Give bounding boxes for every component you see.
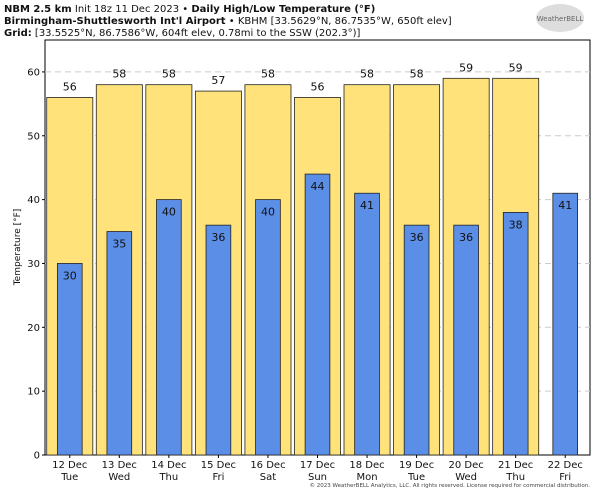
x-tick-weekday: Thu	[158, 472, 178, 483]
low-label: 41	[360, 199, 374, 212]
x-tick-weekday: Tue	[60, 472, 78, 483]
high-label: 58	[162, 68, 176, 81]
y-tick-label: 60	[27, 67, 40, 78]
low-bar	[502, 211, 529, 456]
high-label: 56	[63, 80, 77, 93]
low-label: 40	[261, 206, 275, 219]
x-tick-weekday: Mon	[356, 472, 377, 483]
high-label: 56	[311, 80, 325, 93]
y-tick-label: 40	[27, 195, 40, 206]
x-tick-weekday: Sat	[260, 472, 276, 483]
high-label: 58	[112, 68, 126, 81]
low-bar	[56, 263, 83, 456]
x-tick-label: 14 Dec	[151, 460, 186, 471]
y-tick-label: 0	[34, 451, 40, 462]
low-label: 35	[112, 238, 126, 251]
high-label: 58	[360, 68, 374, 81]
x-tick-label: 16 Dec	[250, 460, 285, 471]
low-label: 30	[63, 269, 77, 282]
low-label: 36	[410, 231, 424, 244]
footer: © 2023 WeatherBELL Analytics, LLC. All r…	[310, 482, 591, 489]
x-tick-weekday: Wed	[455, 472, 477, 483]
low-bar	[156, 199, 182, 456]
init: Init 18z 11 Dec 2023 •	[75, 4, 188, 15]
station: Birmingham-Shuttlesworth Int'l Airport	[4, 16, 226, 27]
x-tick-weekday: Thu	[505, 472, 525, 483]
header-line-3: Grid: [33.5525°N, 86.7586°W, 604ft elev,…	[4, 28, 360, 39]
high-label: 59	[509, 61, 523, 74]
y-tick-label: 10	[27, 387, 40, 398]
header-line-2: Birmingham-Shuttlesworth Int'l Airport •…	[4, 16, 452, 27]
low-bar	[453, 224, 479, 456]
grid-label: Grid:	[4, 28, 32, 39]
low-label: 38	[509, 218, 523, 231]
low-bar	[205, 224, 232, 456]
header-line-1: NBM 2.5 km Init 18z 11 Dec 2023 • Daily …	[4, 4, 375, 15]
low-bar	[552, 192, 579, 456]
logo: WeatherBELL	[537, 15, 584, 23]
x-tick-weekday: Sun	[308, 472, 327, 483]
x-tick-label: 22 Dec	[548, 460, 583, 471]
low-label: 40	[162, 206, 176, 219]
low-bar	[304, 173, 331, 456]
x-tick-weekday: Tue	[407, 472, 425, 483]
x-tick-label: 20 Dec	[449, 460, 484, 471]
low-bar	[403, 224, 430, 456]
high-label: 58	[410, 68, 424, 81]
low-bar	[106, 231, 133, 456]
logo-badge	[536, 4, 584, 32]
x-tick-label: 19 Dec	[399, 460, 434, 471]
low-bar	[354, 192, 380, 456]
high-label: 59	[459, 61, 473, 74]
chart-title: Daily High/Low Temperature (°F)	[191, 4, 375, 15]
x-tick-label: 18 Dec	[349, 460, 384, 471]
y-axis-label: Temperature [°F]	[13, 209, 23, 287]
low-bar	[255, 199, 281, 456]
low-label: 41	[558, 199, 572, 212]
low-label: 44	[311, 180, 325, 193]
station-info: • KBHM [33.5629°N, 86.7535°W, 650ft elev…	[229, 16, 452, 27]
y-tick-label: 50	[27, 131, 40, 142]
low-label: 36	[459, 231, 473, 244]
x-tick-weekday: Wed	[108, 472, 130, 483]
low-label: 36	[211, 231, 225, 244]
x-tick-weekday: Fri	[559, 472, 571, 483]
x-tick-weekday: Fri	[212, 472, 224, 483]
y-tick-label: 30	[27, 259, 40, 270]
x-tick-label: 21 Dec	[498, 460, 533, 471]
x-tick-label: 17 Dec	[300, 460, 335, 471]
high-label: 57	[211, 74, 225, 87]
model: NBM 2.5 km	[4, 4, 72, 15]
x-tick-label: 13 Dec	[102, 460, 137, 471]
x-tick-label: 12 Dec	[52, 460, 87, 471]
x-tick-label: 15 Dec	[201, 460, 236, 471]
y-tick-label: 20	[27, 323, 40, 334]
grid-info: [33.5525°N, 86.7586°W, 604ft elev, 0.78m…	[35, 28, 361, 39]
high-label: 58	[261, 68, 275, 81]
